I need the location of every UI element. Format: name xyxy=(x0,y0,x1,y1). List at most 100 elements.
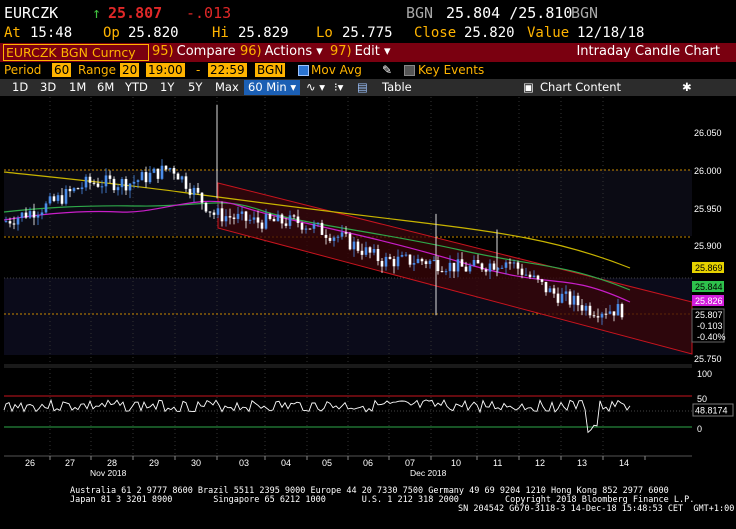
range-1y-button[interactable]: 1Y xyxy=(160,80,175,94)
high-label: Hi xyxy=(212,25,229,41)
candle-body xyxy=(484,269,488,272)
candle-body xyxy=(336,236,340,238)
source-field[interactable]: BGN xyxy=(255,63,286,77)
month-label-dec: Dec 2018 xyxy=(410,468,447,478)
candle-body xyxy=(200,192,204,203)
time-to-field[interactable]: 22:59 xyxy=(208,63,247,77)
candle-body xyxy=(40,212,44,215)
security-field[interactable]: EURCZK BGN Curncy xyxy=(3,44,149,61)
candle-body xyxy=(592,315,596,317)
footer-line-1: Australia 61 2 9777 8600 Brazil 5511 239… xyxy=(70,486,669,496)
candle-body xyxy=(212,212,216,215)
line-style-icon[interactable]: ∿ ▾ xyxy=(306,80,326,94)
candle-body xyxy=(532,275,536,278)
panel-separator[interactable] xyxy=(4,364,692,368)
mov-avg-checkbox[interactable] xyxy=(298,65,309,76)
date-tick: 12 xyxy=(535,458,545,468)
actions-menu[interactable]: 96) Actions ▾ xyxy=(240,44,323,59)
edit-number: 97) xyxy=(330,44,352,59)
candle-body xyxy=(428,260,432,265)
candle-body xyxy=(300,222,304,230)
settings-icon[interactable]: ⁝▾ xyxy=(334,80,344,94)
candle-body xyxy=(176,173,180,180)
gear-icon[interactable]: ✱ xyxy=(682,80,692,94)
oscillator-line xyxy=(3,398,631,434)
range-5y-button[interactable]: 5Y xyxy=(188,80,203,94)
chart-content-button[interactable]: Chart Content xyxy=(540,80,621,94)
date-tick: 06 xyxy=(363,458,373,468)
net-change: -.013 xyxy=(186,4,232,22)
candle-body xyxy=(576,295,580,306)
candle-body xyxy=(60,195,64,204)
edit-menu[interactable]: 97) Edit ▾ xyxy=(330,44,390,59)
candle-body xyxy=(420,258,424,262)
candle-body xyxy=(608,311,612,314)
chart-content-icon[interactable]: ▣ xyxy=(523,80,534,94)
last-price-label: 25.807 xyxy=(695,310,723,320)
candle-body xyxy=(328,237,332,241)
period-field[interactable]: 60 xyxy=(52,63,72,77)
range-ytd-button[interactable]: YTD xyxy=(125,80,148,94)
range-field[interactable]: 20 xyxy=(120,63,140,77)
candle-body xyxy=(196,187,200,193)
candle-body xyxy=(144,172,148,183)
interval-label: 60 Min xyxy=(248,80,287,94)
range-1m-button[interactable]: 1M xyxy=(69,80,87,94)
interval-dropdown[interactable]: 60 Min ▾ xyxy=(244,80,301,95)
ticker-symbol: EURCZK xyxy=(4,4,59,22)
range-3d-button[interactable]: 3D xyxy=(40,80,57,94)
key-events-checkbox[interactable] xyxy=(404,65,415,76)
range-1d-button[interactable]: 1D xyxy=(12,80,29,94)
table-icon[interactable]: ▤ xyxy=(357,80,368,94)
candle-body xyxy=(240,211,244,214)
candle-chart[interactable]: 26.050 26.000 25.950 25.900 25.750 25.86… xyxy=(0,97,736,486)
candle-body xyxy=(348,233,352,250)
footer-line-2: Japan 81 3 3201 8900 Singapore 65 6212 1… xyxy=(70,495,695,505)
time-from-field[interactable]: 19:00 xyxy=(146,63,185,77)
candle-body xyxy=(192,187,196,195)
candle-body xyxy=(500,267,504,269)
edit-label: Edit xyxy=(354,44,380,59)
candle-body xyxy=(520,268,524,275)
last-change-label: -0.103 xyxy=(697,321,723,331)
y-tick: 25.950 xyxy=(694,204,722,214)
candle-body xyxy=(72,188,76,192)
candle-body xyxy=(492,263,496,270)
candle-body xyxy=(476,259,480,264)
date-tick: 13 xyxy=(577,458,587,468)
candle-body xyxy=(560,293,564,303)
range-max-button[interactable]: Max xyxy=(215,80,239,94)
chart-settings: Period 60 Range 20 19:00 - 22:59 BGN Mov… xyxy=(0,63,736,79)
date-tick: 05 xyxy=(322,458,332,468)
bid-ask: 25.804 /25.810 xyxy=(446,4,573,22)
candle-body xyxy=(204,202,208,212)
date-tick: 10 xyxy=(451,458,461,468)
candle-body xyxy=(616,304,620,316)
range-6m-button[interactable]: 6M xyxy=(97,80,115,94)
candle-body xyxy=(148,172,152,183)
ma-mid-label: 25.844 xyxy=(695,282,723,292)
pencil-icon[interactable]: ✎ xyxy=(382,63,393,77)
candle-body xyxy=(180,176,184,180)
candle-body xyxy=(572,295,576,305)
candle-body xyxy=(264,214,268,229)
candle-body xyxy=(528,274,532,278)
table-button[interactable]: Table xyxy=(382,80,412,94)
date-tick: 30 xyxy=(191,458,201,468)
candle-body xyxy=(96,183,100,187)
candle-body xyxy=(340,232,344,237)
last-price-box xyxy=(691,308,725,343)
candle-body xyxy=(120,179,124,188)
low-label: Lo xyxy=(316,25,333,41)
candle-body xyxy=(260,222,264,229)
compare-menu[interactable]: 95) Compare xyxy=(152,44,236,59)
up-arrow-icon: ↑ xyxy=(92,4,102,22)
at-time: 15:48 xyxy=(30,25,73,41)
candle-body xyxy=(232,217,236,219)
y-tick: 25.750 xyxy=(694,354,722,364)
candle-body xyxy=(296,216,300,223)
candle-body xyxy=(168,168,172,170)
candle-body xyxy=(172,168,176,174)
candle-body xyxy=(28,211,32,218)
candle-body xyxy=(380,261,384,267)
